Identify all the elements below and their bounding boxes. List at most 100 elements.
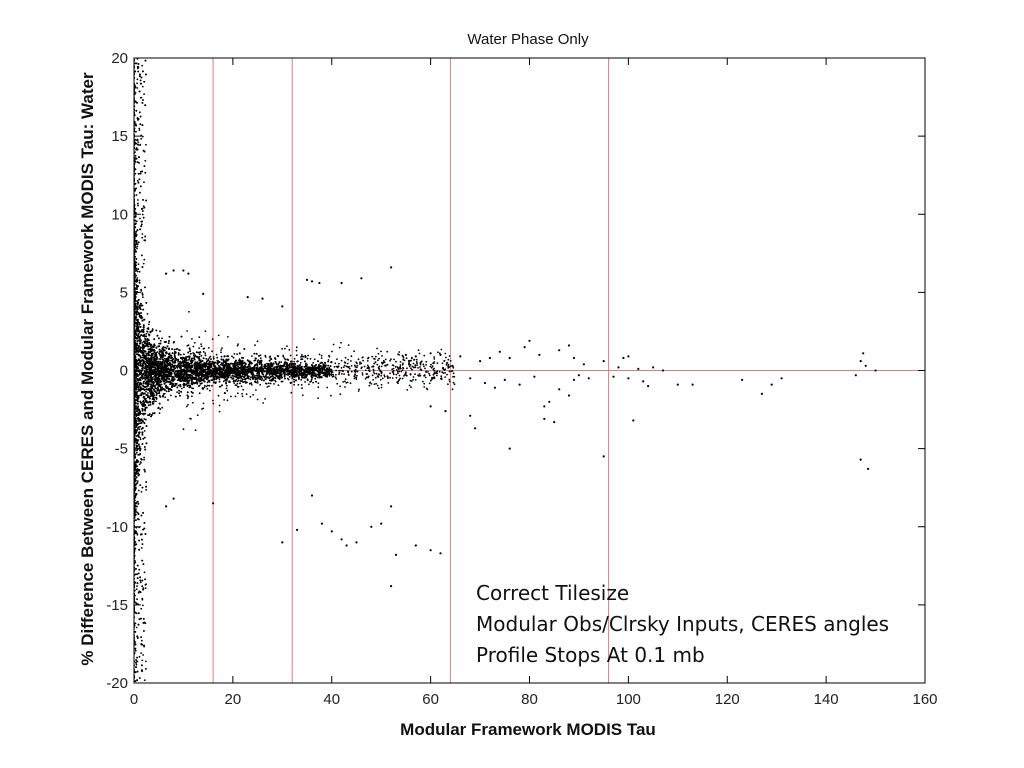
scatter-point xyxy=(141,342,144,344)
scatter-point xyxy=(142,205,145,208)
scatter-point xyxy=(138,568,141,571)
scatter-point xyxy=(206,381,209,384)
scatter-point xyxy=(143,258,146,261)
scatter-point xyxy=(140,547,143,549)
scatter-point xyxy=(143,571,146,574)
scatter-point xyxy=(250,376,252,379)
scatter-point xyxy=(140,308,142,311)
scatter-point xyxy=(163,357,166,360)
scatter-point xyxy=(136,82,139,85)
scatter-point xyxy=(298,376,300,379)
scatter-point xyxy=(245,377,248,380)
scatter-point xyxy=(134,154,137,157)
scatter-point xyxy=(274,360,277,363)
scatter-point xyxy=(163,392,166,395)
scatter-point xyxy=(136,573,139,576)
scatter-point xyxy=(137,591,140,594)
scatter-point xyxy=(135,588,138,590)
scatter-point xyxy=(219,363,222,366)
scatter-point xyxy=(135,663,138,666)
scatter-point xyxy=(141,213,144,216)
scatter-point xyxy=(144,583,147,586)
scatter-point xyxy=(205,385,208,388)
scatter-point xyxy=(151,401,154,403)
scatter-point xyxy=(143,418,146,420)
scatter-point xyxy=(159,339,162,342)
scatter-point xyxy=(183,370,186,373)
scatter-point xyxy=(258,363,261,365)
scatter-point xyxy=(138,279,141,282)
scatter-point xyxy=(144,159,147,162)
scatter-point xyxy=(133,55,135,57)
scatter-point xyxy=(191,387,193,389)
scatter-point xyxy=(137,381,140,384)
scatter-point xyxy=(181,387,183,390)
scatter-point xyxy=(138,428,141,431)
scatter-point xyxy=(143,456,146,459)
scatter-point xyxy=(238,359,240,362)
scatter-point xyxy=(135,451,138,454)
scatter-point xyxy=(137,489,140,492)
scatter-point xyxy=(138,358,141,361)
scatter-point xyxy=(136,480,139,482)
scatter-point xyxy=(290,364,293,367)
scatter-point xyxy=(136,180,139,182)
scatter-point xyxy=(209,355,212,358)
scatter-point xyxy=(134,172,137,175)
scatter-point xyxy=(142,262,145,265)
scatter-point xyxy=(211,384,213,387)
scatter-point xyxy=(137,333,140,336)
scatter-point xyxy=(142,296,144,298)
scatter-point xyxy=(143,421,146,424)
scatter-point xyxy=(138,270,141,273)
scatter-point xyxy=(134,50,136,52)
scatter-point xyxy=(266,362,268,365)
scatter-point xyxy=(304,381,306,383)
scatter-point xyxy=(173,353,176,356)
scatter-point xyxy=(139,170,142,173)
scatter-point xyxy=(142,382,145,385)
scatter-point xyxy=(138,129,141,132)
scatter-point xyxy=(140,96,143,99)
scatter-point xyxy=(143,430,146,432)
scatter-point xyxy=(154,396,157,399)
chart-title: Water Phase Only xyxy=(467,31,589,48)
scatter-point xyxy=(263,370,266,373)
scatter-point xyxy=(159,358,162,361)
scatter-point xyxy=(136,532,139,535)
scatter-point xyxy=(146,313,149,315)
scatter-point xyxy=(136,384,139,386)
scatter-point xyxy=(141,598,144,601)
scatter-point xyxy=(212,357,215,360)
scatter-point xyxy=(138,463,141,466)
scatter-point xyxy=(149,383,152,385)
scatter-point xyxy=(136,78,139,81)
scatter-point xyxy=(140,137,143,140)
scatter-point xyxy=(158,358,161,360)
scatter-point xyxy=(139,144,142,147)
scatter-point xyxy=(144,412,147,415)
scatter-point xyxy=(303,377,305,379)
scatter-point xyxy=(133,36,135,38)
scatter-point xyxy=(176,379,179,382)
scatter-point xyxy=(165,351,168,353)
scatter-point xyxy=(144,409,147,412)
scatter-point xyxy=(155,400,157,403)
scatter-point xyxy=(164,396,167,399)
scatter-point xyxy=(135,194,138,196)
scatter-point xyxy=(165,390,168,393)
scatter-point xyxy=(136,270,139,273)
scatter-point xyxy=(136,511,139,514)
scatter-point xyxy=(143,181,145,184)
scatter-point xyxy=(141,64,144,67)
scatter-point xyxy=(280,361,282,363)
scatter-point xyxy=(140,290,143,292)
scatter-point xyxy=(143,679,146,682)
scatter-point xyxy=(161,337,163,340)
scatter-point xyxy=(136,300,139,302)
scatter-point xyxy=(222,380,225,383)
scatter-point xyxy=(133,748,135,750)
scatter-point xyxy=(163,360,166,363)
scatter-point xyxy=(143,93,146,95)
